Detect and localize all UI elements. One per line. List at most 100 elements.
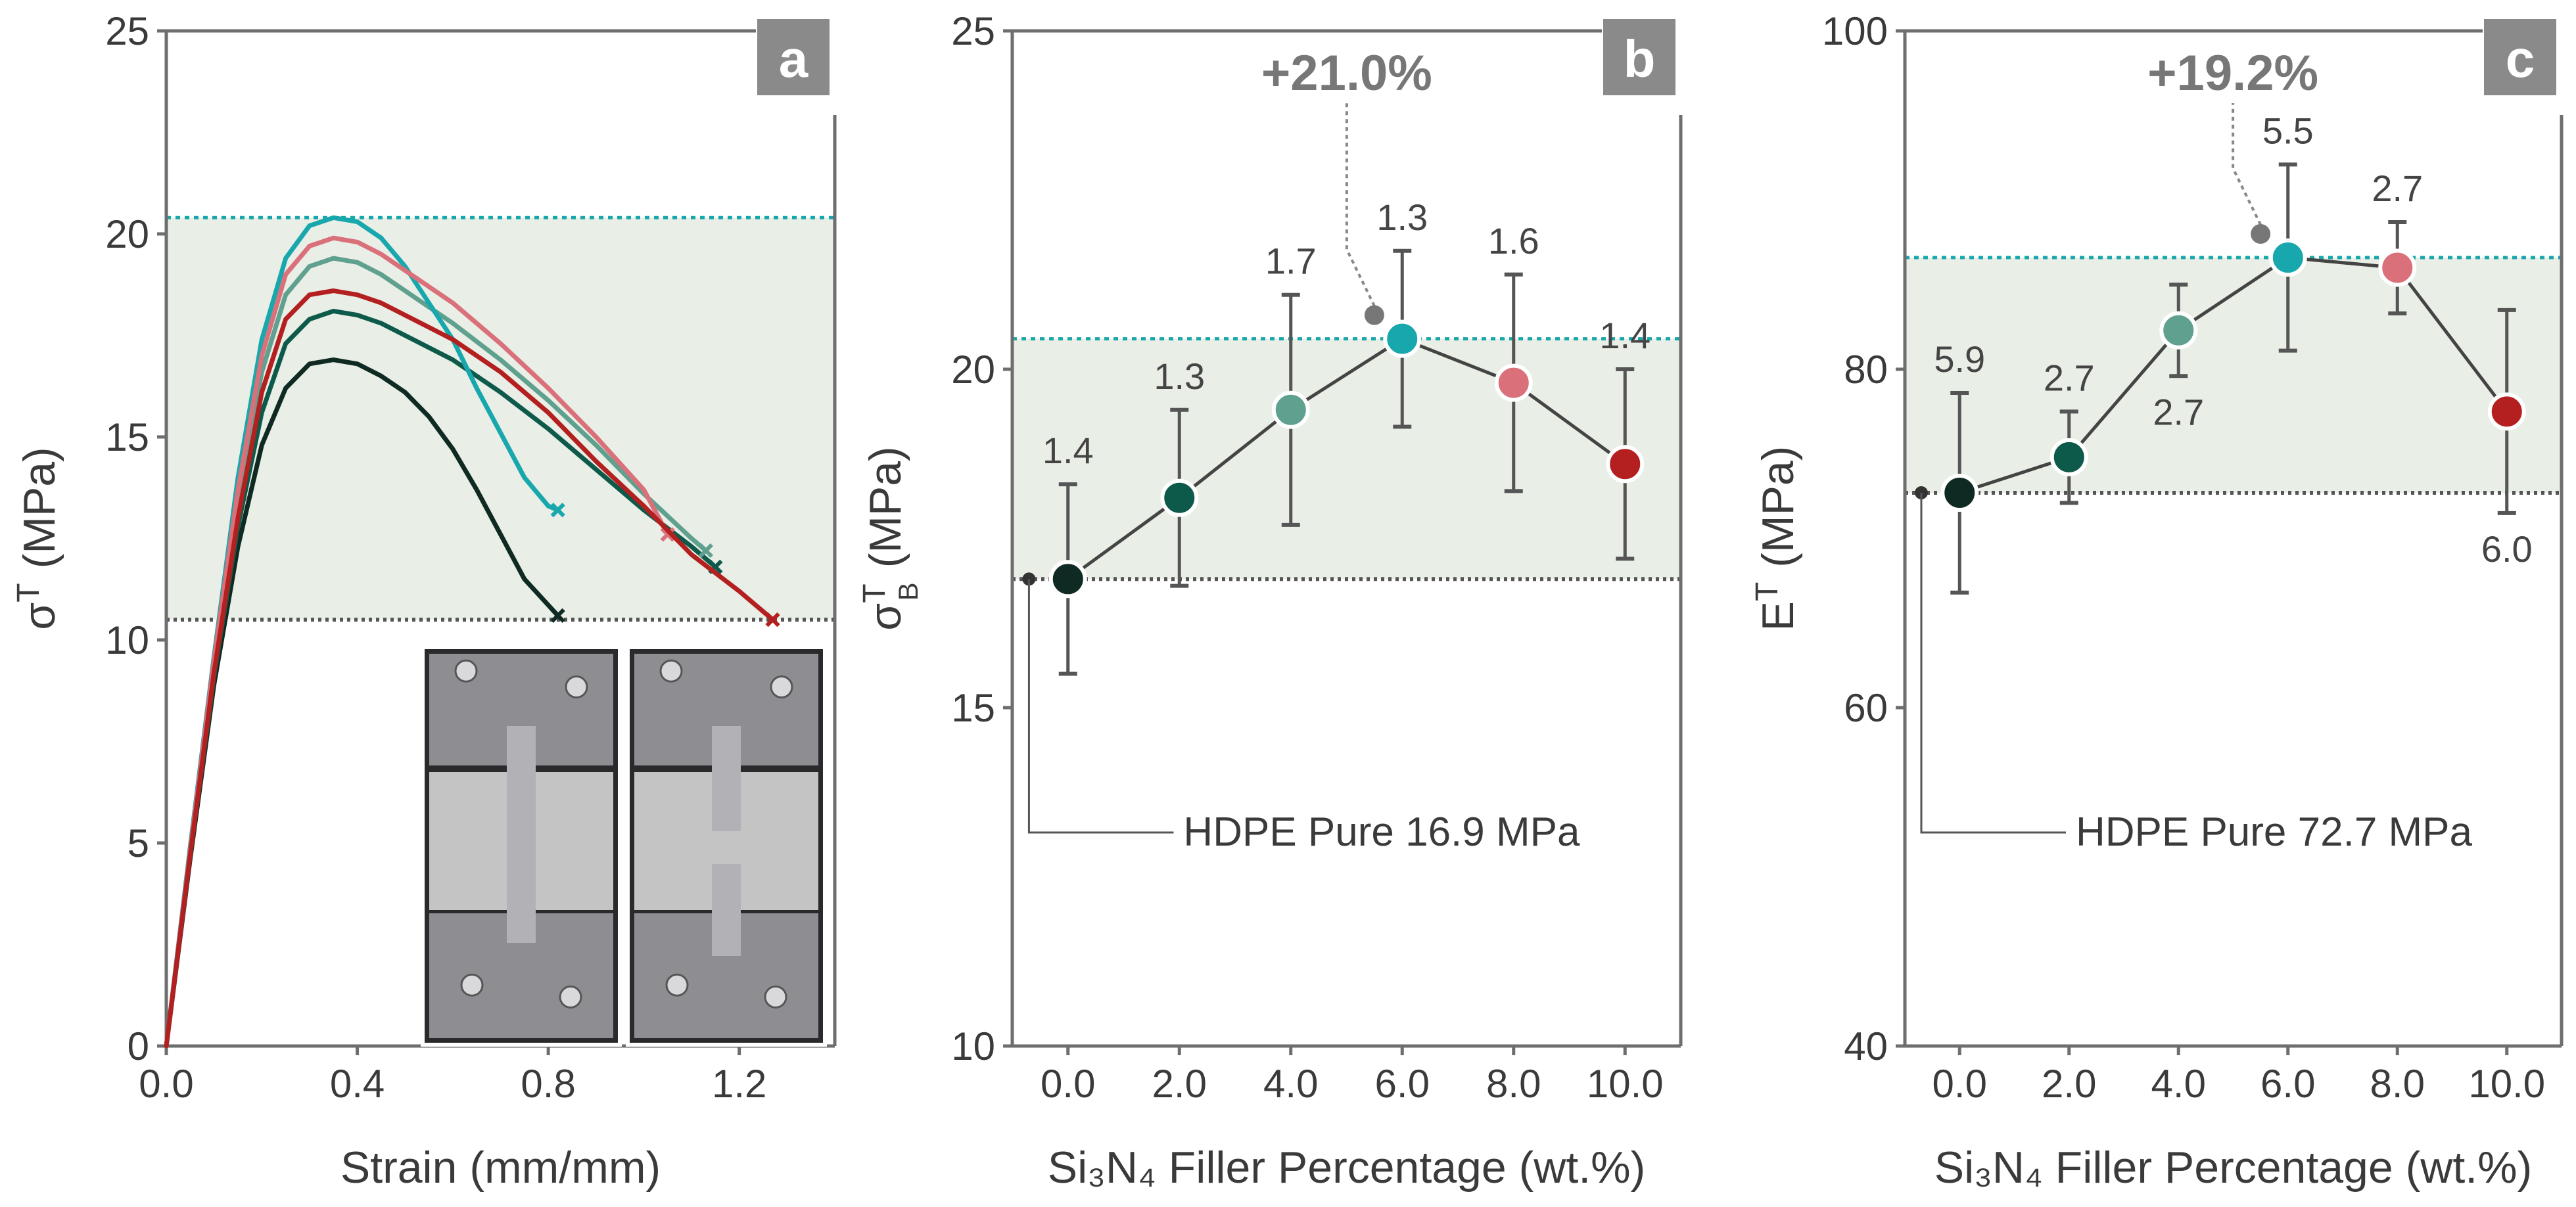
grip-screw <box>460 973 484 997</box>
grip-screw <box>559 985 582 1009</box>
x-tick-label: 6.0 <box>1375 1062 1430 1106</box>
curve-5 <box>164 288 776 1049</box>
data-point <box>2049 438 2088 476</box>
increase-leader <box>2232 103 2262 225</box>
error-value-label: 5.9 <box>1934 338 1985 380</box>
annotation-leader <box>1027 579 1174 834</box>
data-point <box>2487 392 2526 431</box>
data-point <box>2159 311 2198 350</box>
x-tick-label: 2.0 <box>2042 1062 2096 1106</box>
grip-screw <box>659 659 683 683</box>
panel-label-box <box>757 19 830 95</box>
panel-a-strain-curves: a 0 5 10 15 20 25 0.0 0.4 0.8 1.2 Strain (mm/mm) σT (… <box>11 9 837 1193</box>
x-tick-label: 6.0 <box>2260 1062 2315 1106</box>
y-axis-symbol: E <box>1753 601 1803 631</box>
y-tick-label: 15 <box>951 686 995 730</box>
shaded-range-band <box>1905 258 2562 493</box>
panel-label: c <box>2506 30 2535 88</box>
y-tick-label: 25 <box>951 9 995 53</box>
error-value-label: 1.3 <box>1376 196 1428 238</box>
error-value-label: 1.4 <box>1599 315 1651 356</box>
error-value-label: 1.7 <box>1265 240 1317 282</box>
increase-label: +21.0% <box>1261 45 1432 101</box>
panel-c-elastic-modulus: c 40 60 80 100 0.0 2.0 4.0 6.0 8.0 10.0 Si₃N₄ Fille… <box>1750 9 2564 1193</box>
curve-0 <box>164 357 561 1049</box>
panel-label-box <box>2484 19 2556 95</box>
inset-specimen-photos <box>421 645 827 1047</box>
x-tick-label: 10.0 <box>1587 1062 1664 1106</box>
error-value-label: 2.7 <box>2153 391 2204 432</box>
increase-marker <box>1364 305 1384 325</box>
x-tick-label: 8.0 <box>2370 1062 2425 1106</box>
x-tick-label: 0.0 <box>139 1062 193 1106</box>
error-value-label: 5.5 <box>2262 110 2314 151</box>
error-value-label: 6.0 <box>2481 528 2533 570</box>
fracture-marker <box>698 543 713 558</box>
specimen-upper-half <box>712 726 741 831</box>
data-point <box>1160 478 1199 517</box>
error-value-label: 1.6 <box>1488 220 1539 262</box>
x-tick-label: 4.0 <box>1263 1062 1318 1106</box>
shaded-range-band <box>166 217 835 620</box>
x-tick-label: 4.0 <box>2151 1062 2206 1106</box>
x-tick-label: 0.8 <box>521 1062 575 1106</box>
x-tick-label: 2.0 <box>1152 1062 1207 1106</box>
specimen-lower-half <box>712 864 741 956</box>
x-tick-label: 0.0 <box>1932 1062 1987 1106</box>
increase-leader <box>1345 103 1376 307</box>
error-value-label: 2.7 <box>2044 357 2095 398</box>
panel-label-box <box>1603 19 1675 95</box>
curve-4 <box>164 235 670 1049</box>
y-tick-label: 80 <box>1844 348 1888 392</box>
y-axis-subscript: B <box>893 582 924 601</box>
data-point <box>1606 445 1645 484</box>
y-tick-label: 15 <box>105 415 149 459</box>
data-point <box>1940 473 1979 512</box>
y-tick-label: 60 <box>1844 686 1888 730</box>
y-tick-label: 0 <box>128 1024 149 1068</box>
data-point <box>1271 390 1310 429</box>
y-axis-superscript: T <box>11 583 46 602</box>
x-tick-label: 0.0 <box>1041 1062 1095 1106</box>
error-value-label: 1.3 <box>1154 355 1205 397</box>
y-axis-superscript: T <box>1750 582 1785 601</box>
y-axis-symbol: σ <box>14 603 64 630</box>
grip-screw <box>770 675 793 698</box>
x-axis-label: Si₃N₄ Filler Percentage (wt.%) <box>1048 1143 1645 1193</box>
y-axis-label: σT (MPa) <box>11 447 64 629</box>
grip-screw <box>565 675 588 698</box>
y-axis-superscript: T <box>857 583 892 603</box>
panel-label: b <box>1624 30 1656 88</box>
grip-screw <box>665 973 689 997</box>
fracture-marker <box>660 527 675 542</box>
y-tick-label: 10 <box>951 1024 995 1068</box>
increase-marker <box>2251 224 2271 244</box>
grip-screw <box>454 659 478 683</box>
data-point <box>2268 239 2307 277</box>
y-axis-unit: (MPa) <box>14 447 64 568</box>
pure-hdpe-annotation: HDPE Pure 16.9 MPa <box>1183 809 1580 855</box>
x-tick-label: 8.0 <box>1486 1062 1541 1106</box>
data-point <box>1048 560 1087 599</box>
y-axis-label: ET (MPa) <box>1750 446 1803 631</box>
x-axis-label: Strain (mm/mm) <box>340 1143 661 1193</box>
y-axis-label: σTB (MPa) <box>857 446 924 630</box>
specimen-intact <box>507 726 536 943</box>
y-axis-unit: (MPa) <box>1753 446 1803 568</box>
y-axis-unit: (MPa) <box>860 446 910 568</box>
mean-connecting-line <box>1959 256 2508 495</box>
x-tick-label: 10.0 <box>2468 1062 2545 1106</box>
grip-screw <box>764 985 787 1009</box>
x-tick-label: 1.2 <box>712 1062 766 1106</box>
y-tick-label: 100 <box>1822 9 1888 53</box>
increase-label: +19.2% <box>2147 45 2318 101</box>
error-value-label: 2.7 <box>2372 168 2423 209</box>
y-tick-label: 5 <box>128 821 149 865</box>
y-tick-label: 25 <box>105 9 149 53</box>
fracture-marker <box>550 503 565 518</box>
annotation-leader <box>1920 492 2066 834</box>
error-value-label: 1.4 <box>1042 430 1094 471</box>
mean-connecting-line <box>1067 336 1626 581</box>
pure-hdpe-annotation: HDPE Pure 72.7 MPa <box>2076 809 2473 855</box>
